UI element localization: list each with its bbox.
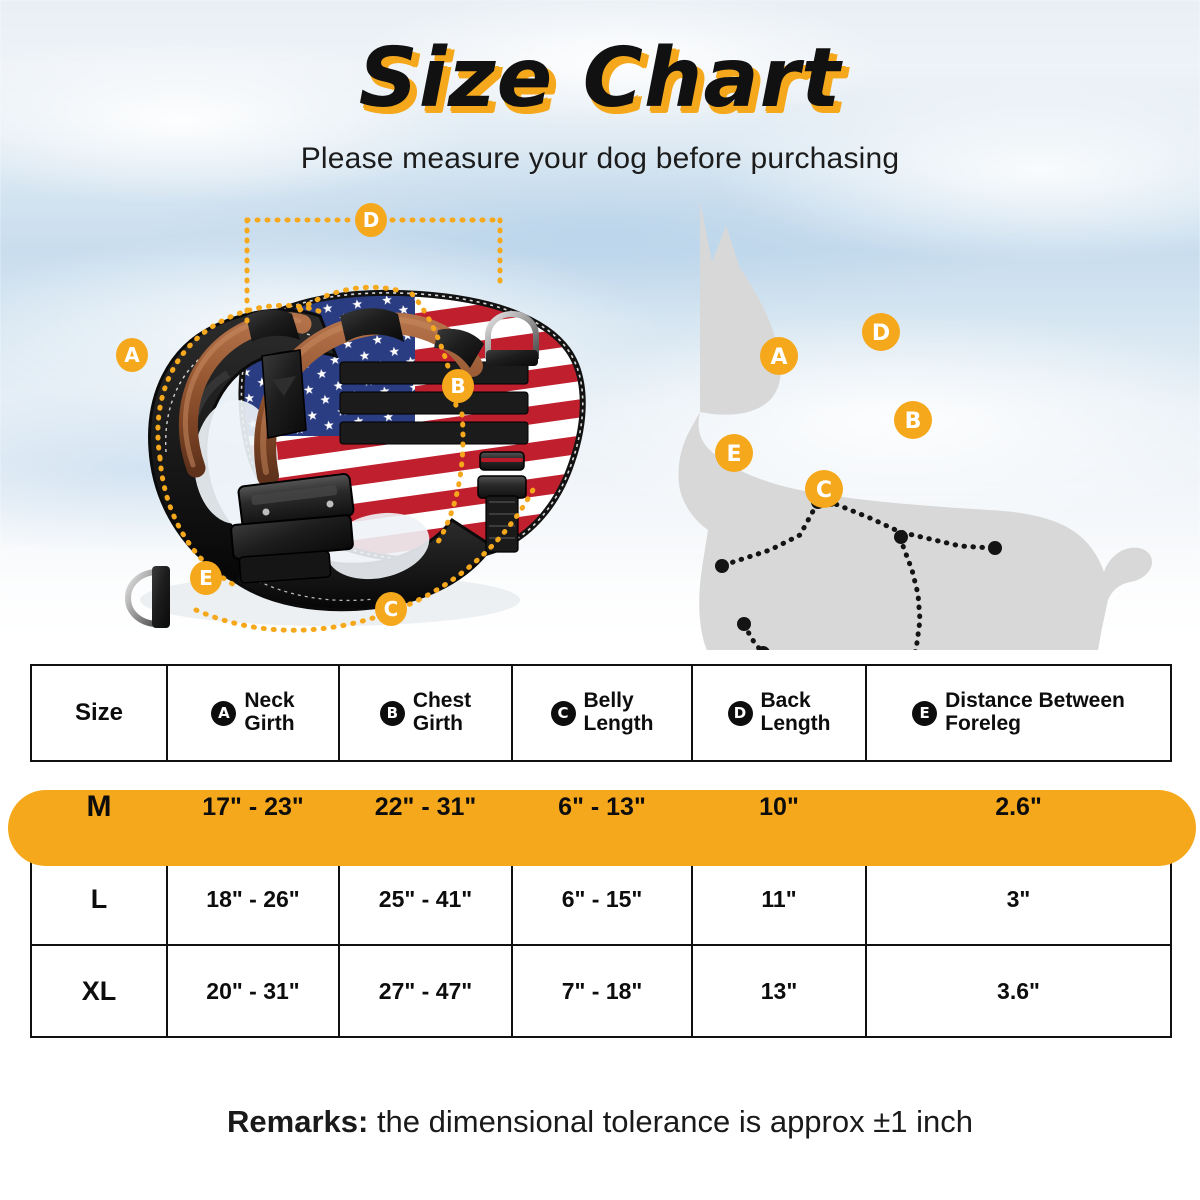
- velcro-name-tab: [261, 349, 307, 439]
- size-table-container: Size A Neck Girth B Chest Girth: [8, 664, 1196, 1038]
- column-header-belly-length-label: Belly Length: [583, 689, 654, 735]
- cell-size: XL: [30, 944, 168, 1038]
- cell-chest-girth: 27" - 47": [338, 944, 513, 1038]
- marker-c: C: [375, 592, 407, 626]
- svg-text:B: B: [450, 374, 465, 398]
- dog-measure-d: [825, 498, 995, 551]
- quick-release-buckle: [230, 473, 355, 584]
- cell-back-length: 11": [691, 852, 867, 946]
- column-header-neck-girth-label: Neck Girth: [244, 689, 295, 735]
- cell-belly-length: 6" - 13": [558, 792, 646, 821]
- table-row[interactable]: L 18" - 26" 25" - 41" 6" - 15" 11" 3": [30, 852, 1172, 946]
- dog-measure-a: [721, 499, 821, 568]
- cell-neck-girth: 18" - 26": [166, 852, 340, 946]
- column-header-back-length: D Back Length: [691, 664, 867, 762]
- dog-marker-a: A: [760, 337, 798, 375]
- cell-size: M: [8, 761, 1196, 866]
- svg-text:C: C: [816, 478, 832, 503]
- dog-marker-c: C: [805, 470, 843, 508]
- measure-line-c: [193, 481, 539, 633]
- badge-b-icon: B: [379, 700, 405, 726]
- svg-text:B: B: [905, 409, 922, 434]
- measure-line-b-top: [297, 284, 407, 313]
- badge-a-icon: A: [211, 700, 237, 726]
- column-header-size-label: Size: [74, 699, 124, 726]
- column-header-neck-girth: A Neck Girth: [166, 664, 340, 762]
- svg-text:C: C: [384, 597, 399, 621]
- column-header-chest-girth-label: Chest Girth: [412, 689, 472, 735]
- title-container: Size Chart: [0, 31, 1200, 126]
- svg-text:A: A: [124, 343, 140, 367]
- side-adjuster-buckle: [477, 451, 527, 553]
- dog-measure-b: [897, 535, 923, 650]
- cell-distance-between-foreleg: 3.6": [865, 944, 1172, 1038]
- table-header-row: Size A Neck Girth B Chest Girth: [30, 664, 1172, 762]
- remarks-text: the dimensional tolerance is approx ±1 i…: [368, 1104, 973, 1139]
- cell-belly-length: 6" - 15": [511, 852, 693, 946]
- dog-silhouette: [678, 200, 1152, 650]
- highlight-band: [8, 790, 1196, 866]
- badge-e-icon: E: [912, 700, 938, 726]
- table-row[interactable]: XL 20" - 31" 27" - 47" 7" - 18" 13" 3.6": [30, 944, 1172, 1038]
- column-header-distance-between-foreleg: E Distance Between Foreleg: [865, 664, 1172, 762]
- molle-velcro-panels: [339, 361, 529, 445]
- cell-neck-girth: 20" - 31": [166, 944, 340, 1038]
- harness-product-image: A B C D E: [116, 203, 586, 633]
- column-header-size: Size: [30, 664, 168, 762]
- svg-text:D: D: [363, 208, 380, 232]
- dog-marker-e: E: [715, 434, 753, 472]
- cell-size: L: [30, 852, 168, 946]
- measure-bracket-d: [244, 217, 503, 331]
- column-header-chest-girth: B Chest Girth: [338, 664, 513, 762]
- size-table: Size A Neck Girth B Chest Girth: [8, 664, 1196, 1038]
- svg-text:A: A: [770, 345, 787, 370]
- remarks-label: Remarks:: [227, 1104, 369, 1139]
- cell-belly-length: 7" - 18": [511, 944, 693, 1038]
- product-markers: A B C D E: [116, 203, 474, 626]
- size-table-head: Size A Neck Girth B Chest Girth: [30, 664, 1172, 762]
- dog-marker-d: D: [862, 313, 900, 351]
- size-table-body: M 17" - 23" 22" - 31" 6" - 13" 10" 2.6" …: [8, 761, 1196, 1038]
- marker-d: D: [355, 203, 387, 237]
- dog-diagram: A B C D E: [678, 200, 1152, 650]
- illustration-area: A B C D E: [0, 190, 1200, 650]
- marker-a: A: [116, 338, 148, 372]
- cell-distance-between-foreleg: 2.6": [995, 792, 1042, 821]
- table-row[interactable]: M 17" - 23" 22" - 31" 6" - 13" 10" 2.6": [8, 761, 1196, 866]
- badge-c-icon: C: [550, 700, 576, 726]
- svg-text:E: E: [726, 442, 741, 467]
- svg-text:E: E: [199, 566, 213, 590]
- cell-size-value: M: [86, 790, 112, 823]
- marker-b: B: [442, 369, 474, 403]
- remarks: Remarks: the dimensional tolerance is ap…: [0, 1104, 1200, 1140]
- cell-chest-girth: 25" - 41": [338, 852, 513, 946]
- cell-back-length: 10": [759, 792, 799, 821]
- marker-e: E: [190, 561, 222, 595]
- cell-chest-girth: 22" - 31": [374, 792, 477, 821]
- measure-line-a: [155, 302, 329, 461]
- cell-distance-between-foreleg: 3": [865, 852, 1172, 946]
- cell-neck-girth: 17" - 23": [202, 792, 304, 821]
- top-d-ring: [485, 310, 539, 366]
- svg-text:D: D: [872, 321, 890, 346]
- bottom-d-ring: [124, 566, 170, 628]
- dog-markers: A B C D E: [715, 313, 932, 508]
- page-title: Size Chart: [358, 31, 842, 126]
- column-header-distance-between-foreleg-label: Distance Between Foreleg: [945, 689, 1125, 735]
- dog-marker-b: B: [894, 401, 932, 439]
- column-header-back-length-label: Back Length: [760, 689, 831, 735]
- measure-line-b2: [435, 411, 466, 545]
- column-header-belly-length: C Belly Length: [511, 664, 693, 762]
- cell-back-length: 13": [691, 944, 867, 1038]
- page-subtitle: Please measure your dog before purchasin…: [300, 142, 900, 175]
- badge-d-icon: D: [727, 700, 753, 726]
